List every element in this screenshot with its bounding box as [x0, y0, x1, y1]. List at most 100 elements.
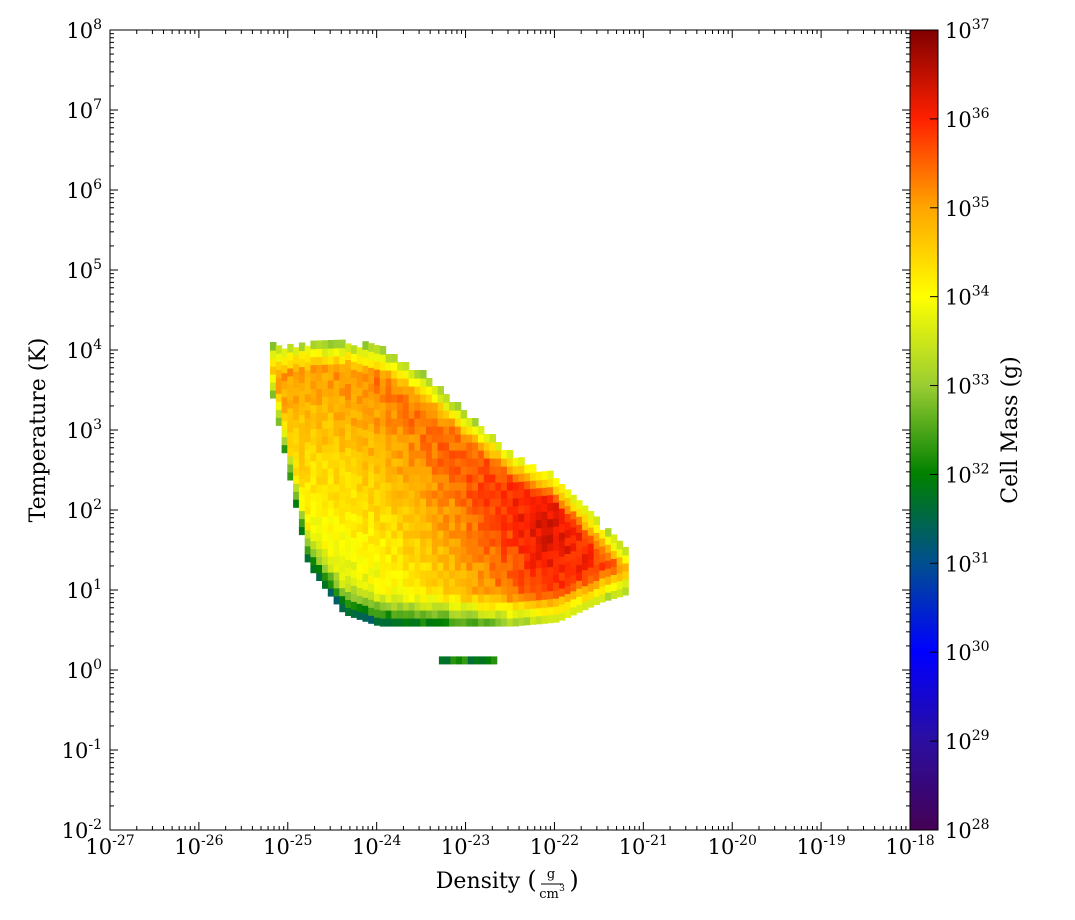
heatmap-cell [385, 618, 392, 627]
heatmap-cell [385, 610, 392, 619]
heatmap-cell [530, 528, 537, 537]
heatmap-cell [501, 578, 508, 587]
heatmap-cell [449, 482, 456, 491]
heatmap-cell [420, 402, 427, 411]
heatmap-cell [333, 355, 340, 365]
heatmap-cell [582, 577, 589, 587]
heatmap-cell [316, 460, 323, 469]
heatmap-cell [512, 473, 520, 483]
heatmap-cell [570, 510, 577, 520]
colorbar [909, 29, 939, 831]
heatmap-cell [456, 656, 463, 665]
heatmap-cell [327, 348, 335, 357]
heatmap-cell [397, 498, 404, 507]
heatmap-cell [310, 396, 317, 406]
heatmap-cell [582, 513, 589, 523]
heatmap-cell [350, 425, 358, 434]
heatmap-cell [478, 522, 485, 531]
heatmap-cell [483, 450, 491, 459]
heatmap-cell [558, 556, 566, 565]
heatmap-cell [374, 417, 381, 426]
heatmap-cell [333, 483, 340, 493]
heatmap-cell [426, 514, 433, 523]
heatmap-cell [414, 370, 421, 379]
heatmap-cell [391, 618, 398, 627]
heatmap-cell [449, 490, 456, 499]
heatmap-cell [379, 354, 387, 363]
heatmap-cell [391, 378, 398, 387]
heatmap-cell [524, 488, 531, 498]
heatmap-cell [379, 578, 387, 587]
heatmap-cell [524, 568, 531, 578]
heatmap-cell [397, 466, 404, 475]
heatmap-cell [616, 540, 624, 550]
heatmap-cell [368, 487, 375, 496]
heatmap-cell [449, 562, 456, 571]
heatmap-cell [385, 474, 392, 483]
heatmap-cell [327, 364, 335, 373]
heatmap-cell [293, 395, 300, 404]
heatmap-cell [587, 559, 595, 568]
heatmap-cell [397, 474, 404, 483]
heatmap-cell [530, 496, 537, 505]
x-axis-label: Density [436, 869, 521, 894]
heatmap-cell [587, 575, 595, 584]
heatmap-cell [472, 570, 479, 579]
heatmap-cell [379, 514, 387, 523]
heatmap-cell [356, 403, 364, 412]
heatmap-cell [356, 563, 364, 572]
heatmap-cell [350, 377, 358, 386]
heatmap-cell [454, 490, 462, 499]
heatmap-cell [420, 554, 427, 563]
heatmap-cell [362, 493, 369, 502]
heatmap-cell [530, 488, 537, 497]
heatmap-cell [356, 595, 364, 604]
heatmap-cell [379, 610, 387, 619]
heatmap-cell [402, 410, 410, 419]
heatmap-cell [368, 431, 375, 440]
heatmap-cell [414, 530, 421, 539]
heatmap-cell [316, 372, 323, 381]
heatmap-cell [558, 540, 566, 549]
heatmap-cell [437, 546, 444, 555]
heatmap-cell [616, 572, 624, 582]
heatmap-cell [466, 570, 473, 579]
heatmap-cell [426, 570, 433, 579]
svg-text:): ) [569, 866, 578, 894]
y-axis-label: Temperature (K) [26, 338, 51, 523]
heatmap-cell [397, 442, 404, 451]
heatmap-cell [327, 388, 335, 397]
heatmap-cell [322, 500, 329, 509]
heatmap-cell [402, 474, 410, 483]
heatmap-cell [489, 506, 496, 515]
heatmap-cell [402, 610, 410, 619]
heatmap-cell [345, 399, 352, 408]
heatmap-cell [426, 554, 433, 563]
heatmap-cell [576, 508, 583, 517]
heatmap-cell [385, 562, 392, 571]
heatmap-cell [293, 379, 300, 388]
heatmap-cell [310, 412, 317, 422]
heatmap-cell [576, 524, 583, 533]
heatmap-cell [495, 482, 502, 491]
heatmap-cell [322, 564, 329, 573]
heatmap-cell [345, 575, 352, 584]
heatmap-cell [501, 474, 508, 483]
heatmap-cell [431, 394, 439, 403]
heatmap-cell [541, 479, 548, 488]
heatmap-cell [426, 426, 433, 435]
heatmap-cell [368, 479, 375, 488]
heatmap-cell [345, 359, 352, 368]
heatmap-cell [339, 595, 346, 605]
heatmap-cell [362, 413, 369, 422]
heatmap-cell [397, 586, 404, 595]
heatmap-cell [379, 594, 387, 603]
heatmap-cell [374, 377, 381, 386]
heatmap-cell [547, 542, 554, 552]
heatmap-cell [333, 339, 340, 349]
heatmap-cell [374, 465, 381, 474]
heatmap-cell [489, 554, 496, 563]
heatmap-cell [281, 428, 288, 438]
heatmap-cell [339, 379, 346, 389]
heatmap-cell [512, 489, 520, 499]
